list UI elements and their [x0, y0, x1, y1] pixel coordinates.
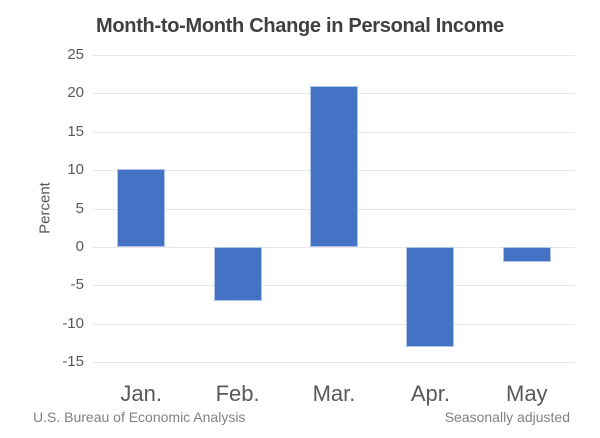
bar-may: [502, 246, 551, 263]
x-axis-label-feb: Feb.: [215, 381, 260, 406]
x-axis-label-mar: Mar.: [312, 381, 356, 406]
gridline--5: [93, 285, 575, 287]
y-tick-label--5: -5: [70, 276, 84, 294]
plot-area: [93, 55, 575, 363]
x-axis-label-may: May: [506, 381, 548, 406]
source-note: U.S. Bureau of Economic Analysis: [33, 409, 246, 425]
bar-apr: [406, 246, 455, 348]
bar-jan: [117, 169, 166, 247]
bar-feb: [213, 246, 262, 301]
adjustment-note: Seasonally adjusted: [444, 409, 570, 425]
gridline-25: [93, 55, 575, 56]
footer: U.S. Bureau of Economic Analysis Seasona…: [0, 409, 600, 425]
y-tick-label-25: 25: [67, 46, 84, 63]
y-tick-label-10: 10: [67, 161, 84, 179]
y-tick-label-20: 20: [67, 84, 84, 102]
gridline--15: [93, 362, 575, 363]
x-axis-label-apr: Apr.: [410, 381, 450, 406]
y-tick-label-0: 0: [75, 237, 84, 255]
bar-mar: [310, 86, 358, 247]
y-tick-label-15: 15: [67, 122, 84, 140]
x-axis-label-jan: Jan.: [120, 381, 162, 406]
y-tick-label--10: -10: [62, 314, 84, 332]
y-tick-label-5: 5: [75, 199, 84, 217]
gridline--10: [93, 323, 575, 325]
chart-title: Month-to-Month Change in Personal Income: [96, 15, 504, 37]
y-tick-label--15: -15: [62, 353, 84, 370]
gridline-0: [93, 246, 575, 248]
